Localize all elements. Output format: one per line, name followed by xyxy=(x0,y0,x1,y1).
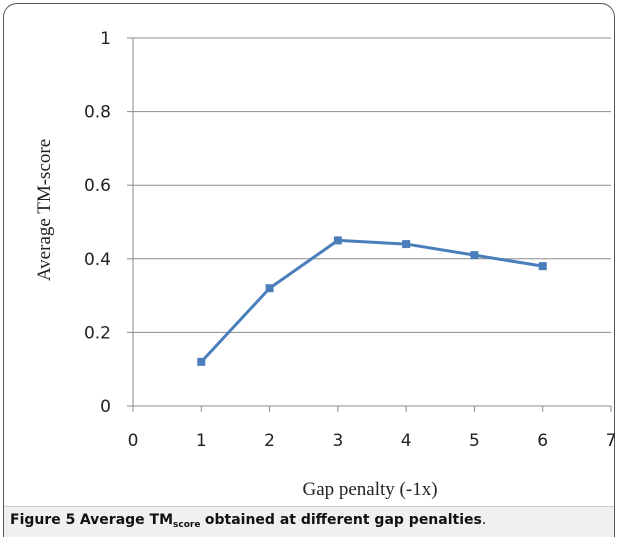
caption-subscript: score xyxy=(173,520,201,530)
y-axis-title: Average TM-score xyxy=(34,139,55,281)
caption-label: Figure 5 xyxy=(10,512,76,528)
y-tick-label-0: 0 xyxy=(100,397,111,417)
y-tick-labels: 0 0.2 0.4 0.6 0.8 1 xyxy=(84,29,111,417)
data-point-0-4 xyxy=(470,251,479,260)
line-chart: 0 0.2 0.4 0.6 0.8 1 0 1 2 3 4 5 6 7 Average TM-score… xyxy=(34,29,617,500)
x-tick-label-7: 7 xyxy=(606,431,617,451)
x-tick-label-5: 5 xyxy=(469,431,480,451)
x-axis-title: Gap penalty (-1x) xyxy=(302,479,437,500)
y-tick-label-3: 0.6 xyxy=(84,176,111,196)
caption-text-after: obtained at different gap penalties xyxy=(204,512,482,528)
x-tick-label-3: 3 xyxy=(332,431,343,451)
x-tick-labels: 0 1 2 3 4 5 6 7 xyxy=(128,431,617,451)
caption-end: . xyxy=(481,512,487,528)
x-tick-label-4: 4 xyxy=(401,431,412,451)
data-point-0-2 xyxy=(333,236,342,245)
data-point-0-0 xyxy=(197,357,206,366)
axes xyxy=(127,37,612,412)
y-tick-label-1: 0.2 xyxy=(84,323,111,343)
y-tick-label-2: 0.4 xyxy=(84,250,111,270)
data-series xyxy=(197,236,547,366)
data-point-0-5 xyxy=(538,262,547,271)
data-point-0-3 xyxy=(402,240,411,249)
caption-bar xyxy=(4,506,614,537)
figure-caption: Figure 5 Average TMscore obtained at dif… xyxy=(10,512,486,530)
x-tick-label-1: 1 xyxy=(196,431,207,451)
y-tick-label-4: 0.8 xyxy=(84,103,111,123)
x-tick-label-6: 6 xyxy=(537,431,548,451)
series-line-0 xyxy=(200,238,543,363)
grid-lines xyxy=(133,37,611,333)
data-point-0-1 xyxy=(265,284,274,293)
x-tick-label-0: 0 xyxy=(128,431,139,451)
y-tick-label-5: 1 xyxy=(100,29,111,49)
caption-text-before: Average TM xyxy=(79,512,174,528)
figure-frame xyxy=(3,3,615,537)
x-tick-label-2: 2 xyxy=(264,431,275,451)
